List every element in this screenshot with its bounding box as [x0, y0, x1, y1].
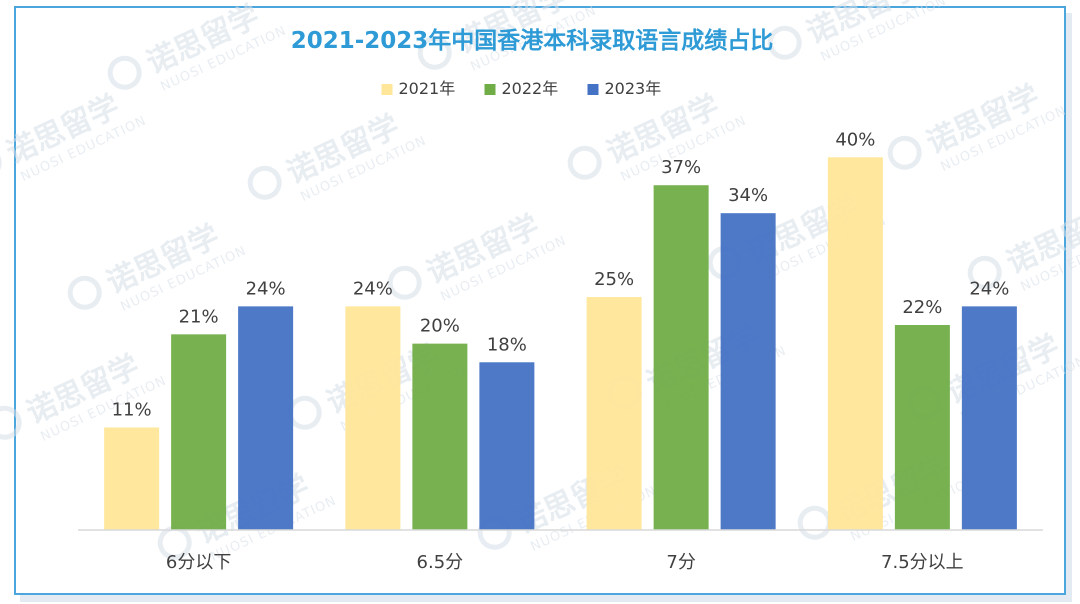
bar-2-2	[412, 343, 468, 530]
chart-legend: 2021年 2022年 2023年	[381, 79, 662, 98]
data-label-1-4: 40%	[835, 129, 875, 150]
bar-1-2	[345, 306, 401, 530]
data-label-3-3: 34%	[728, 185, 768, 206]
bar-2-3	[653, 185, 709, 530]
bar-3-4	[961, 306, 1017, 530]
data-label-3-2: 18%	[487, 334, 527, 355]
legend-label-1: 2021年	[399, 79, 456, 98]
legend-label-2: 2022年	[502, 79, 559, 98]
legend-swatch-1	[381, 84, 393, 95]
bar-2-1	[171, 334, 227, 530]
data-label-3-4: 24%	[969, 278, 1009, 299]
bar-2-4	[894, 325, 950, 530]
bar-1-1	[104, 427, 160, 530]
bar-1-4	[827, 157, 883, 531]
data-label-1-1: 11%	[112, 400, 152, 421]
data-label-1-2: 24%	[353, 278, 393, 299]
data-label-3-1: 24%	[246, 278, 286, 299]
legend-swatch-2	[484, 84, 496, 95]
data-label-2-2: 20%	[420, 316, 460, 337]
data-label-2-1: 21%	[179, 306, 219, 327]
bar-3-3	[720, 213, 776, 530]
bar-group: 11% 21% 24% 24% 20% 18% 25% 37% 34% 40% 22% 24%	[104, 129, 1017, 531]
bar-1-3	[586, 297, 642, 530]
legend-label-3: 2023年	[605, 79, 662, 98]
data-label-2-3: 37%	[661, 157, 701, 178]
chart-title: 2021-2023年中国香港本科录取语言成绩占比	[291, 27, 774, 54]
x-tick-label-3: 7分	[666, 552, 695, 573]
legend-swatch-3	[587, 84, 599, 95]
x-tick-label-1: 6分以下	[166, 552, 231, 573]
x-tick-label-4: 7.5分以上	[881, 552, 964, 573]
data-label-2-4: 22%	[902, 297, 942, 318]
bar-3-1	[238, 306, 294, 530]
x-tick-label-2: 6.5分	[417, 552, 464, 573]
data-label-1-3: 25%	[594, 269, 634, 290]
x-axis-labels: 6分以下 6.5分 7分 7.5分以上	[166, 552, 964, 573]
bar-3-2	[479, 362, 535, 530]
